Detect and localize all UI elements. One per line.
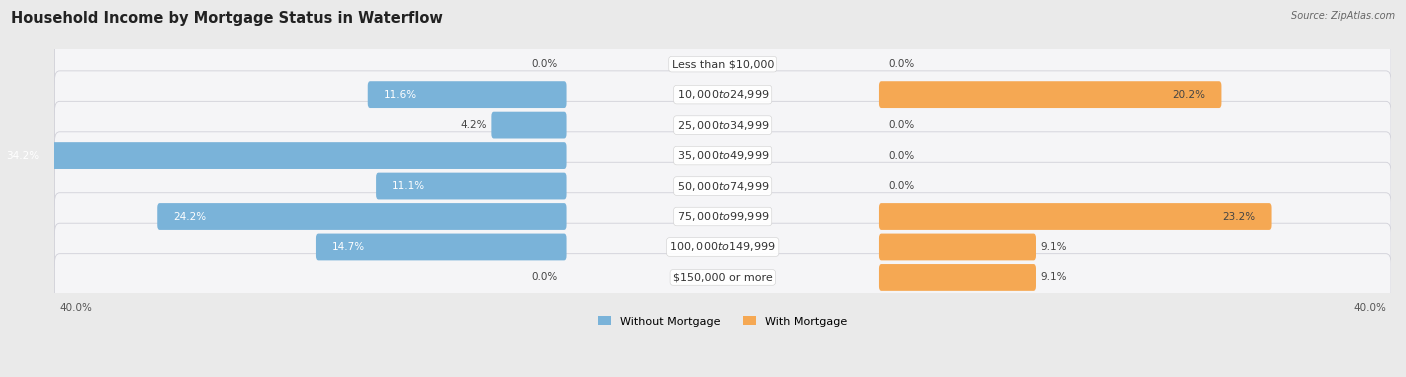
FancyBboxPatch shape xyxy=(879,203,1271,230)
Text: 0.0%: 0.0% xyxy=(889,59,914,69)
Text: 40.0%: 40.0% xyxy=(1353,303,1386,313)
FancyBboxPatch shape xyxy=(55,223,1391,271)
Text: 40.0%: 40.0% xyxy=(59,303,93,313)
Text: 23.2%: 23.2% xyxy=(1223,211,1256,222)
FancyBboxPatch shape xyxy=(879,264,1036,291)
Text: Source: ZipAtlas.com: Source: ZipAtlas.com xyxy=(1291,11,1395,21)
Text: $35,000 to $49,999: $35,000 to $49,999 xyxy=(676,149,769,162)
Text: 24.2%: 24.2% xyxy=(173,211,207,222)
Text: 20.2%: 20.2% xyxy=(1173,90,1205,100)
Text: 34.2%: 34.2% xyxy=(6,150,39,161)
FancyBboxPatch shape xyxy=(55,101,1391,149)
Text: $50,000 to $74,999: $50,000 to $74,999 xyxy=(676,179,769,193)
FancyBboxPatch shape xyxy=(55,193,1391,240)
Text: $150,000 or more: $150,000 or more xyxy=(673,273,773,282)
Text: Less than $10,000: Less than $10,000 xyxy=(672,59,773,69)
Text: 0.0%: 0.0% xyxy=(889,150,914,161)
Text: 11.6%: 11.6% xyxy=(384,90,416,100)
Legend: Without Mortgage, With Mortgage: Without Mortgage, With Mortgage xyxy=(593,312,852,331)
FancyBboxPatch shape xyxy=(316,234,567,261)
Text: 9.1%: 9.1% xyxy=(1040,242,1067,252)
FancyBboxPatch shape xyxy=(55,71,1391,118)
FancyBboxPatch shape xyxy=(368,81,567,108)
Text: 0.0%: 0.0% xyxy=(531,59,557,69)
Text: 14.7%: 14.7% xyxy=(332,242,366,252)
Text: $100,000 to $149,999: $100,000 to $149,999 xyxy=(669,241,776,253)
FancyBboxPatch shape xyxy=(879,234,1036,261)
Text: $25,000 to $34,999: $25,000 to $34,999 xyxy=(676,119,769,132)
Text: 4.2%: 4.2% xyxy=(461,120,488,130)
FancyBboxPatch shape xyxy=(879,81,1222,108)
Text: Household Income by Mortgage Status in Waterflow: Household Income by Mortgage Status in W… xyxy=(11,11,443,26)
Text: $10,000 to $24,999: $10,000 to $24,999 xyxy=(676,88,769,101)
FancyBboxPatch shape xyxy=(55,254,1391,301)
FancyBboxPatch shape xyxy=(0,142,567,169)
FancyBboxPatch shape xyxy=(375,173,567,199)
Text: 0.0%: 0.0% xyxy=(889,120,914,130)
FancyBboxPatch shape xyxy=(55,162,1391,210)
Text: 0.0%: 0.0% xyxy=(889,181,914,191)
Text: 0.0%: 0.0% xyxy=(531,273,557,282)
FancyBboxPatch shape xyxy=(55,40,1391,88)
Text: 11.1%: 11.1% xyxy=(392,181,425,191)
FancyBboxPatch shape xyxy=(55,132,1391,179)
Text: 9.1%: 9.1% xyxy=(1040,273,1067,282)
FancyBboxPatch shape xyxy=(491,112,567,138)
Text: $75,000 to $99,999: $75,000 to $99,999 xyxy=(676,210,769,223)
FancyBboxPatch shape xyxy=(157,203,567,230)
